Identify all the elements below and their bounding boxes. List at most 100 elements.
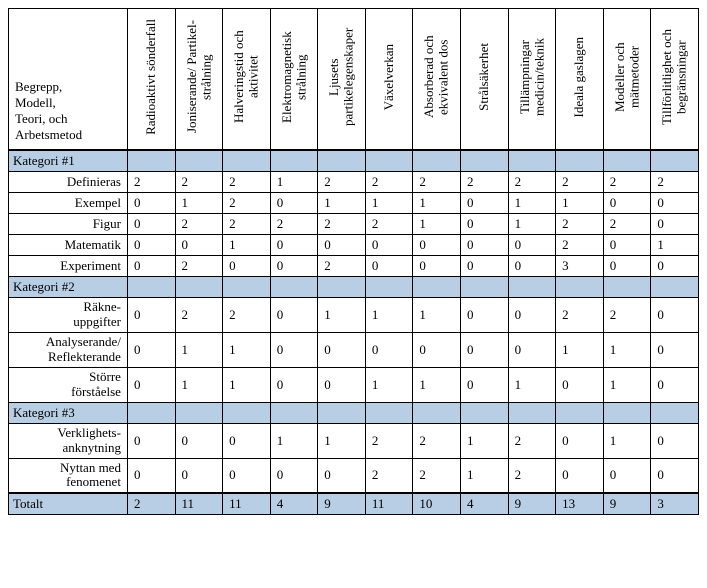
cell: 2 bbox=[365, 458, 413, 493]
col-header-text: Elektromagnetisk strålning bbox=[280, 15, 309, 139]
total-cell: 10 bbox=[413, 493, 461, 515]
col-header: Radioaktivt sönderfall bbox=[127, 9, 175, 151]
category-spacer bbox=[413, 277, 461, 298]
cell: 2 bbox=[223, 298, 271, 333]
corner-line: Teori, och bbox=[15, 111, 68, 126]
cell: 2 bbox=[651, 172, 699, 193]
cell: 1 bbox=[651, 235, 699, 256]
cell: 2 bbox=[127, 172, 175, 193]
cell: 0 bbox=[651, 214, 699, 235]
cell: 1 bbox=[603, 367, 651, 402]
col-header: Ideala gaslagen bbox=[556, 9, 604, 151]
row-label: Experiment bbox=[9, 256, 128, 277]
col-header-text: Halveringstid och aktivitet bbox=[232, 15, 261, 139]
cell: 2 bbox=[175, 256, 223, 277]
cell: 1 bbox=[556, 332, 604, 367]
cell: 2 bbox=[223, 193, 271, 214]
table-row: Experiment020020000300 bbox=[9, 256, 699, 277]
cell: 1 bbox=[508, 214, 556, 235]
cell: 2 bbox=[603, 214, 651, 235]
col-header: Halveringstid och aktivitet bbox=[223, 9, 271, 151]
corner-header: Begrepp, Modell, Teori, och Arbetsmetod bbox=[9, 9, 128, 151]
category-spacer bbox=[318, 150, 366, 172]
cell: 1 bbox=[223, 367, 271, 402]
cell: 0 bbox=[318, 458, 366, 493]
row-label: Störreförståelse bbox=[9, 367, 128, 402]
cell: 0 bbox=[651, 193, 699, 214]
category-spacer bbox=[223, 402, 271, 423]
cell: 0 bbox=[461, 367, 509, 402]
cell: 2 bbox=[603, 172, 651, 193]
row-label: Verklighets-anknytning bbox=[9, 423, 128, 458]
category-spacer bbox=[603, 150, 651, 172]
total-cell: 9 bbox=[318, 493, 366, 515]
row-label: Exempel bbox=[9, 193, 128, 214]
table-row: Analyserande/Reflekterande011000000110 bbox=[9, 332, 699, 367]
cell: 0 bbox=[508, 256, 556, 277]
cell: 2 bbox=[556, 172, 604, 193]
header-row: Begrepp, Modell, Teori, och Arbetsmetod … bbox=[9, 9, 699, 151]
cell: 0 bbox=[603, 235, 651, 256]
cell: 2 bbox=[365, 423, 413, 458]
table-row: Störreförståelse011001101010 bbox=[9, 367, 699, 402]
col-header: Tillförlitlighet och begränsningar bbox=[651, 9, 699, 151]
cell: 0 bbox=[175, 235, 223, 256]
table-row: Matematik001000000201 bbox=[9, 235, 699, 256]
col-header-text: Radioaktivt sönderfall bbox=[144, 19, 158, 135]
cell: 2 bbox=[365, 172, 413, 193]
cell: 1 bbox=[365, 367, 413, 402]
cell: 0 bbox=[365, 256, 413, 277]
col-header: Strålsäkerhet bbox=[461, 9, 509, 151]
cell: 0 bbox=[127, 235, 175, 256]
cell: 0 bbox=[127, 332, 175, 367]
category-spacer bbox=[556, 402, 604, 423]
category-row: Kategori #3 bbox=[9, 402, 699, 423]
category-spacer bbox=[223, 150, 271, 172]
total-cell: 11 bbox=[175, 493, 223, 515]
category-spacer bbox=[461, 150, 509, 172]
cell: 1 bbox=[461, 423, 509, 458]
cell: 1 bbox=[365, 193, 413, 214]
cell: 1 bbox=[413, 367, 461, 402]
category-spacer bbox=[603, 277, 651, 298]
cell: 0 bbox=[270, 235, 318, 256]
total-row: Totalt21111491110491393 bbox=[9, 493, 699, 515]
cell: 0 bbox=[175, 423, 223, 458]
cell: 0 bbox=[651, 423, 699, 458]
category-spacer bbox=[651, 402, 699, 423]
category-row: Kategori #2 bbox=[9, 277, 699, 298]
cell: 0 bbox=[651, 367, 699, 402]
col-header: Joniserande/ Partikel- strålning bbox=[175, 9, 223, 151]
cell: 0 bbox=[223, 423, 271, 458]
total-cell: 3 bbox=[651, 493, 699, 515]
total-cell: 13 bbox=[556, 493, 604, 515]
cell: 1 bbox=[556, 193, 604, 214]
cell: 2 bbox=[413, 423, 461, 458]
category-spacer bbox=[651, 150, 699, 172]
category-spacer bbox=[508, 277, 556, 298]
col-header: Ljusets partikelegenskaper bbox=[318, 9, 366, 151]
category-label: Kategori #1 bbox=[9, 150, 128, 172]
category-row: Kategori #1 bbox=[9, 150, 699, 172]
cell: 0 bbox=[270, 256, 318, 277]
cell: 0 bbox=[556, 458, 604, 493]
total-cell: 9 bbox=[603, 493, 651, 515]
category-spacer bbox=[175, 402, 223, 423]
col-header: Modeller och mätmetoder bbox=[603, 9, 651, 151]
cell: 0 bbox=[413, 235, 461, 256]
cell: 3 bbox=[556, 256, 604, 277]
cell: 1 bbox=[318, 298, 366, 333]
cell: 2 bbox=[508, 172, 556, 193]
cell: 2 bbox=[461, 172, 509, 193]
category-spacer bbox=[413, 402, 461, 423]
cell: 1 bbox=[270, 423, 318, 458]
category-spacer bbox=[603, 402, 651, 423]
cell: 0 bbox=[461, 256, 509, 277]
category-spacer bbox=[270, 402, 318, 423]
table-row: Figur022222101220 bbox=[9, 214, 699, 235]
category-spacer bbox=[175, 277, 223, 298]
cell: 0 bbox=[508, 332, 556, 367]
cell: 0 bbox=[603, 256, 651, 277]
category-spacer bbox=[556, 277, 604, 298]
cell: 1 bbox=[270, 172, 318, 193]
